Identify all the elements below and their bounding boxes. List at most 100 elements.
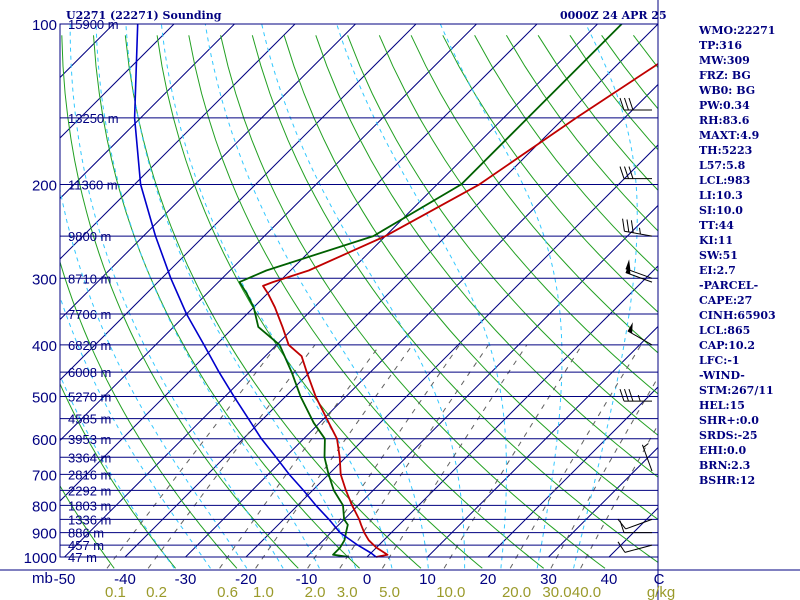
wind-barb-feather (628, 166, 634, 179)
mixing-ratio-tick-label: 0.6 (217, 584, 238, 600)
isotherm-line (60, 24, 538, 502)
height-label: 4585 m (68, 412, 111, 427)
height-label: 8710 m (68, 271, 111, 286)
index-item: SI:10.0 (699, 204, 743, 217)
temperature-tick-label: 0 (363, 571, 371, 588)
wind-barb-flag (625, 263, 631, 275)
chart-title: U2271 (22271) Sounding (66, 9, 222, 22)
index-item: EHI:0.0 (699, 444, 747, 457)
diagram-background-lines (60, 24, 800, 569)
wind-barb-shaft (627, 330, 653, 346)
height-label: 457 m (68, 538, 104, 553)
mixing-ratio-line (580, 423, 658, 569)
index-item: CINH:65903 (699, 309, 776, 322)
temperature-tick-label: -10 (296, 571, 318, 588)
height-label: 1803 m (68, 498, 111, 513)
mixing-ratio-line (381, 344, 528, 569)
sounding-profiles (133, 24, 658, 558)
index-item: CAPE:27 (699, 294, 753, 307)
mixing-ratio-tick-label: 0.1 (105, 584, 126, 600)
dry-adiabat-line (792, 35, 800, 568)
height-label: 15900 m (68, 17, 119, 32)
temperature-tick-label: -50 (54, 571, 76, 588)
moist-adiabat-line (60, 186, 248, 569)
pressure-tick-label: 200 (32, 177, 57, 194)
wind-barb-half-feather (643, 443, 649, 448)
mixing-ratio-tick-label: 3.0 (337, 584, 358, 600)
index-item: CAP:10.2 (699, 339, 756, 352)
wind-barb-feather (630, 220, 634, 233)
moist-adiabat-line (204, 24, 429, 569)
x-axis-unit-label: C (654, 571, 665, 588)
dry-adiabat-line (378, 35, 658, 395)
pressure-tick-label: 1000 (24, 550, 57, 567)
wind-barb (619, 97, 652, 111)
wind-barb-feather (628, 97, 634, 111)
wind-barb-shaft (624, 544, 653, 553)
wind-barb-shaft (625, 268, 653, 279)
height-label: 11360 m (68, 177, 118, 192)
dry-adiabat-line (60, 484, 115, 569)
isotherm-line (306, 204, 658, 558)
index-item: PW:0.34 (699, 99, 750, 112)
mixing-ratio-line (509, 344, 642, 569)
mixing-ratio-unit-label: g/kg (647, 584, 675, 600)
wind-barb (619, 166, 652, 180)
pressure-tick-label: 300 (32, 271, 57, 288)
mixing-ratio-line (307, 344, 460, 569)
temperature-tick-label: -30 (175, 571, 197, 588)
wind-barb-feather (617, 518, 627, 530)
mixing-ratio-tick-label: 40.0 (572, 584, 601, 600)
valid-time: 0000Z 24 APR 25 (560, 9, 667, 22)
wind-barb-half-feather (637, 394, 641, 402)
index-item: -WIND- (699, 369, 745, 382)
pressure-tick-label: 800 (32, 498, 57, 515)
isotherm-line (366, 265, 658, 558)
index-item: L57:5.8 (699, 159, 746, 172)
mixing-ratio-line (147, 344, 316, 569)
dry-adiabat-line (188, 35, 545, 569)
wind-barb (625, 263, 653, 283)
wind-barb-feather (619, 520, 625, 533)
index-item: LCL:865 (699, 324, 751, 337)
wind-barb-half-feather (638, 227, 641, 235)
wind-barbs (617, 97, 653, 553)
mixing-ratio-tick-label: 5.0 (379, 584, 400, 600)
moist-adiabat-line (125, 24, 357, 569)
height-label: 13250 m (68, 111, 119, 126)
mixing-ratio-line (339, 344, 489, 569)
wind-barb (619, 520, 652, 534)
index-item: LFC:-1 (699, 354, 740, 367)
temperature-profile-line (262, 62, 658, 558)
index-item: FRZ: BG (699, 69, 751, 82)
dry-adiabat-line (61, 35, 299, 569)
height-label: 2816 m (68, 467, 111, 482)
isotherm-line (548, 446, 658, 558)
height-label: 1336 m (68, 512, 111, 527)
index-item: LCL:983 (699, 174, 751, 187)
isotherm-line (60, 24, 356, 321)
mixing-ratio-tick-label: 0.2 (146, 584, 167, 600)
wind-barb-feather (619, 97, 625, 111)
index-item: SRDS:-25 (699, 429, 758, 442)
wind-barb-feather (628, 388, 634, 402)
index-item: TH:5223 (699, 144, 753, 157)
dry-adiabat-line (474, 35, 658, 273)
pressure-tick-label: 900 (32, 526, 57, 543)
height-label: 3364 m (68, 450, 111, 465)
isotherm-line (487, 386, 658, 558)
index-item: HEL:15 (699, 399, 745, 412)
dry-adiabat-line (124, 35, 422, 569)
temperature-tick-label: 20 (480, 571, 497, 588)
wind-barb (641, 443, 653, 472)
index-item: WB0: BG (699, 84, 756, 97)
temperature-tick-label: -40 (114, 571, 136, 588)
moist-adiabat-line (261, 24, 466, 569)
height-label: 6820 m (68, 338, 111, 353)
dewpoint-profile-line (238, 24, 623, 558)
isotherm-line (64, 24, 598, 558)
index-item: SHR+:0.0 (699, 414, 759, 427)
isotherm-line (60, 24, 175, 139)
